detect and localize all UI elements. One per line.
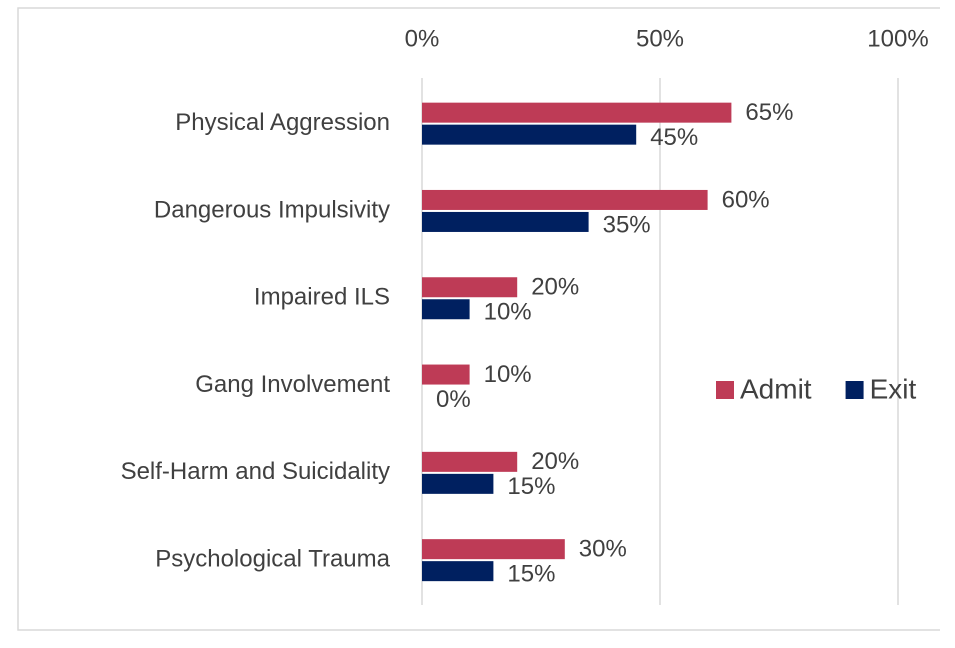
data-label: 45%	[650, 124, 698, 151]
data-label: 10%	[484, 299, 532, 326]
data-label: 10%	[484, 361, 532, 388]
legend-label: Admit	[740, 373, 812, 404]
data-label: 15%	[507, 473, 555, 500]
bar	[422, 124, 637, 145]
bar	[422, 451, 518, 472]
bar	[422, 561, 494, 582]
y-tick-label: Impaired ILS	[254, 284, 390, 311]
data-label: 30%	[579, 535, 627, 562]
legend-label: Exit	[870, 373, 917, 404]
bar	[422, 539, 565, 560]
data-label: 0%	[436, 386, 471, 413]
x-tick-label: 50%	[636, 25, 684, 52]
y-tick-label: Gang Involvement	[195, 371, 390, 398]
chart-area: 0% 50% 100% Physical Aggression 65% 45% Danger…	[17, 7, 940, 631]
data-label: 15%	[507, 560, 555, 587]
data-label: 35%	[603, 211, 651, 238]
bar	[422, 364, 470, 385]
data-label: 60%	[722, 186, 770, 213]
y-tick-label: Dangerous Impulsivity	[154, 196, 390, 223]
y-tick-label: Psychological Trauma	[155, 545, 390, 572]
legend-swatch	[716, 381, 734, 399]
x-tick-label: 0%	[405, 25, 440, 52]
bar	[422, 277, 518, 298]
data-label: 20%	[531, 274, 579, 301]
bar	[422, 189, 708, 210]
y-tick-label: Self-Harm and Suicidality	[121, 458, 390, 485]
bar	[422, 299, 470, 320]
data-label: 20%	[531, 448, 579, 475]
data-label: 65%	[745, 99, 793, 126]
x-tick-label: 100%	[867, 25, 928, 52]
bar	[422, 473, 494, 494]
chart-border	[17, 7, 940, 631]
bar	[422, 211, 589, 232]
legend-swatch	[845, 381, 864, 399]
y-tick-label: Physical Aggression	[175, 109, 390, 136]
bar	[422, 102, 732, 123]
